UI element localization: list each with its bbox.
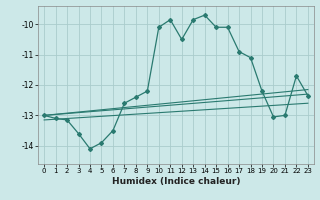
X-axis label: Humidex (Indice chaleur): Humidex (Indice chaleur) bbox=[112, 177, 240, 186]
